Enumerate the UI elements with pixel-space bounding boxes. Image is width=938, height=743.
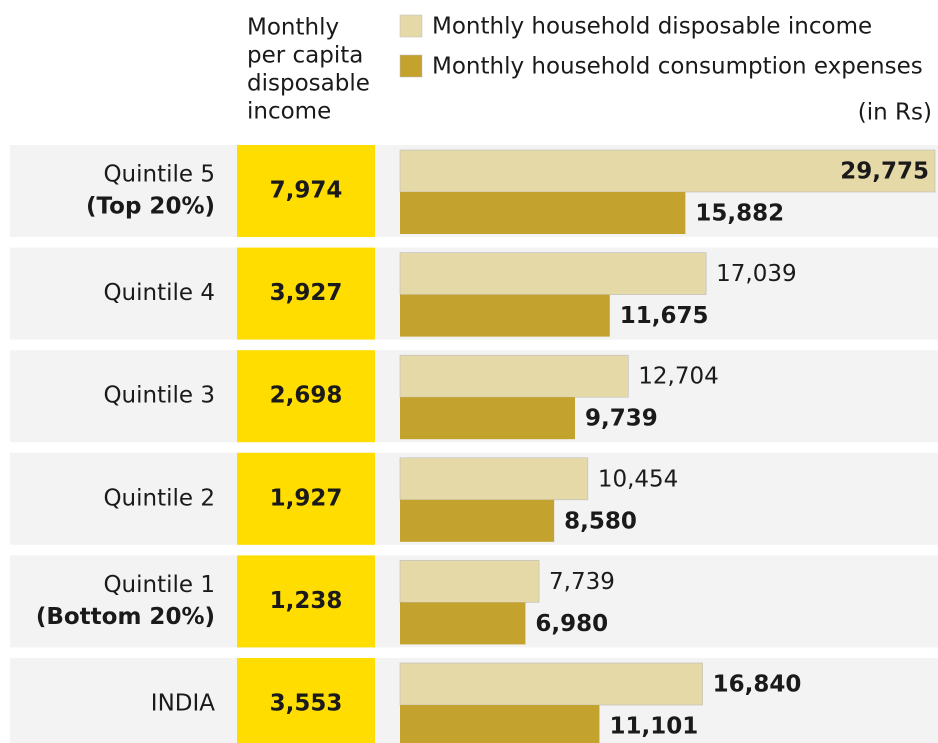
category-label: (Bottom 20%) (36, 604, 215, 630)
bar (399, 560, 540, 603)
value-label: 9,739 (585, 406, 658, 432)
legend-label: Monthly household disposable income (432, 14, 872, 40)
category-label: Quintile 5 (103, 162, 215, 188)
value-label: 16,840 (713, 672, 802, 698)
bar (400, 192, 686, 234)
category-label: INDIA (151, 691, 215, 717)
per-capita-value: 1,927 (270, 485, 343, 511)
value-label: 17,039 (716, 261, 796, 287)
per-capita-value: 3,553 (270, 691, 343, 717)
per-capita-value: 2,698 (270, 383, 343, 409)
per-capita-cell (237, 145, 375, 237)
per-capita-cell (237, 247, 375, 340)
value-label: 12,704 (638, 364, 718, 390)
bar (399, 252, 707, 295)
category-label: Quintile 1 (103, 572, 215, 598)
unit-note: (in Rs) (858, 100, 932, 126)
bar (400, 602, 526, 645)
category-label: Quintile 2 (103, 485, 215, 511)
legend-label: Monthly household consumption expenses (432, 54, 923, 80)
value-label: 7,739 (549, 569, 615, 595)
value-label: 15,882 (695, 201, 784, 227)
category-label: (Top 20%) (86, 194, 215, 220)
column-header: per capita (247, 43, 363, 69)
bar (400, 705, 600, 743)
bar (399, 457, 589, 501)
per-capita-cell (237, 350, 375, 443)
value-label: 11,675 (620, 303, 709, 329)
value-label: 8,580 (564, 508, 637, 534)
per-capita-value: 1,238 (270, 588, 343, 614)
bar (399, 662, 703, 706)
category-label: Quintile 3 (103, 383, 215, 409)
category-label: Quintile 4 (103, 280, 215, 306)
bar (399, 354, 629, 398)
value-label: 29,775 (840, 159, 929, 185)
bar (400, 397, 575, 440)
column-header: disposable (247, 71, 370, 97)
per-capita-cell (237, 555, 375, 648)
column-header: Monthly (247, 15, 339, 41)
per-capita-cell (237, 452, 375, 545)
bar (400, 499, 555, 542)
legend-swatch (399, 54, 423, 78)
per-capita-value: 3,927 (270, 280, 343, 306)
value-label: 10,454 (598, 466, 678, 492)
bar (400, 294, 610, 337)
per-capita-cell (237, 658, 375, 743)
value-label: 6,980 (535, 611, 608, 637)
value-label: 11,101 (609, 714, 698, 740)
legend-swatch (399, 14, 423, 38)
per-capita-value: 7,974 (270, 178, 343, 204)
column-header: income (247, 99, 331, 125)
